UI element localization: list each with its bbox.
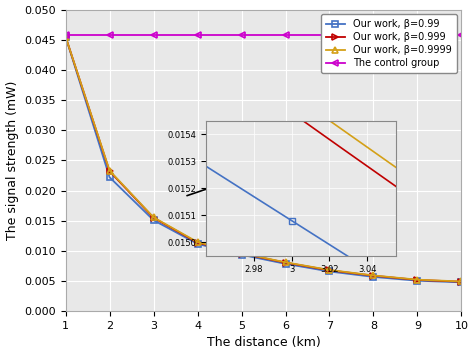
The control group: [151, 33, 156, 37]
Legend: Our work, β=0.99, Our work, β=0.999, Our work, β=0.9999, The control group: Our work, β=0.99, Our work, β=0.999, Our…: [321, 15, 456, 73]
Our work, β=0.99: [327, 269, 332, 274]
Our work, β=0.999: [239, 251, 245, 256]
Y-axis label: The signal strength (mW): The signal strength (mW): [6, 81, 18, 240]
Our work, β=0.999: [371, 274, 376, 278]
The control group: [415, 33, 420, 37]
Our work, β=0.9999: [63, 34, 68, 39]
Our work, β=0.999: [151, 215, 156, 220]
Our work, β=0.9999: [195, 240, 201, 244]
Our work, β=0.99: [107, 175, 112, 179]
Our work, β=0.99: [371, 275, 376, 279]
Our work, β=0.999: [415, 278, 420, 282]
Our work, β=0.99: [283, 262, 288, 266]
Our work, β=0.99: [415, 279, 420, 283]
Our work, β=0.999: [63, 34, 68, 39]
Our work, β=0.99: [63, 34, 68, 39]
Our work, β=0.99: [195, 242, 201, 246]
Line: Our work, β=0.999: Our work, β=0.999: [62, 33, 465, 285]
The control group: [283, 33, 288, 37]
Our work, β=0.99: [459, 280, 465, 284]
The control group: [63, 33, 68, 37]
Our work, β=0.999: [283, 261, 288, 265]
Our work, β=0.999: [459, 280, 465, 284]
Our work, β=0.999: [195, 241, 201, 245]
Line: The control group: The control group: [62, 32, 465, 38]
Our work, β=0.999: [327, 268, 332, 272]
Line: Our work, β=0.99: Our work, β=0.99: [62, 33, 465, 286]
Our work, β=0.9999: [151, 215, 156, 219]
Our work, β=0.9999: [107, 169, 112, 173]
The control group: [107, 33, 112, 37]
Our work, β=0.99: [239, 253, 245, 257]
The control group: [327, 33, 332, 37]
Our work, β=0.999: [107, 169, 112, 173]
Our work, β=0.99: [151, 218, 156, 222]
The control group: [371, 33, 376, 37]
Our work, β=0.9999: [327, 268, 332, 272]
The control group: [195, 33, 201, 37]
Line: Our work, β=0.9999: Our work, β=0.9999: [62, 33, 465, 285]
The control group: [459, 33, 465, 37]
Our work, β=0.9999: [459, 279, 465, 284]
Our work, β=0.9999: [415, 278, 420, 282]
X-axis label: The distance (km): The distance (km): [207, 337, 320, 349]
The control group: [239, 33, 245, 37]
Our work, β=0.9999: [371, 273, 376, 278]
Our work, β=0.9999: [283, 260, 288, 264]
Our work, β=0.9999: [239, 251, 245, 255]
